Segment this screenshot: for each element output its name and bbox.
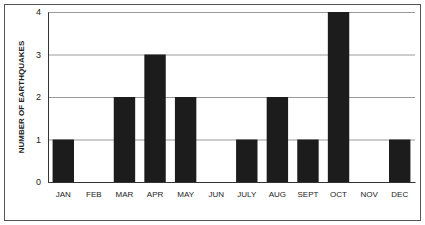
y-tick-label: 4 xyxy=(36,7,41,17)
bar xyxy=(175,97,196,182)
x-tick-label: APR xyxy=(147,190,164,199)
chart: 0 1 2 3 4 JAN FEB MAR APR MAY JUN JULY AUG SEPT OCT NOV… xyxy=(0,0,425,225)
x-tick: AUG xyxy=(269,182,286,199)
x-tick: JULY xyxy=(237,182,257,199)
x-tick: MAR xyxy=(116,182,134,199)
bars xyxy=(53,12,411,182)
x-tick: SEPT xyxy=(298,182,319,199)
x-tick-label: FEB xyxy=(86,190,102,199)
y-tick-label: 0 xyxy=(36,177,41,187)
bar xyxy=(236,140,257,183)
grid-line xyxy=(48,97,415,98)
bar xyxy=(328,12,349,182)
grid-line xyxy=(48,12,415,13)
frame xyxy=(5,5,421,221)
x-tick-label: MAR xyxy=(116,190,134,199)
x-tick-label: SEPT xyxy=(298,190,319,199)
grid-line xyxy=(48,140,415,141)
bar xyxy=(267,97,288,182)
bar xyxy=(53,140,74,183)
x-tick: DEC xyxy=(391,182,408,199)
x-tick: JUN xyxy=(208,182,224,199)
y-axis-line xyxy=(48,13,49,183)
y-tick-label: 3 xyxy=(36,50,41,60)
y-tick: 1 xyxy=(36,135,48,145)
y-tick: 2 xyxy=(36,92,48,102)
x-tick-label: DEC xyxy=(391,190,408,199)
x-tick-label: JUN xyxy=(208,190,224,199)
x-tick-label: JULY xyxy=(237,190,257,199)
y-tick-label: 2 xyxy=(36,92,41,102)
bar xyxy=(144,55,165,183)
x-tick: NOV xyxy=(360,182,378,199)
x-tick-label: NOV xyxy=(360,190,378,199)
bar xyxy=(206,182,227,183)
x-tick-label: JAN xyxy=(56,190,71,199)
bar xyxy=(114,97,135,182)
x-tick-label: OCT xyxy=(330,190,347,199)
x-tick: MAY xyxy=(177,182,194,199)
y-axis: 0 1 2 3 4 xyxy=(36,7,49,187)
y-axis-title: NUMBER OF EARTHQUAKES xyxy=(17,40,26,153)
x-axis: JAN FEB MAR APR MAY JUN JULY AUG SEPT OCT NOV DEC xyxy=(49,182,416,199)
plot: 0 1 2 3 4 JAN FEB MAR APR MAY JUN JULY AUG SEPT OCT NOV… xyxy=(36,7,416,198)
grid-line xyxy=(48,182,415,183)
y-tick: 0 xyxy=(36,177,48,187)
x-tick: JAN xyxy=(56,182,71,199)
y-tick-label: 1 xyxy=(36,135,41,145)
x-tick: FEB xyxy=(86,182,102,199)
grid-line xyxy=(48,55,415,56)
bar xyxy=(83,182,104,183)
x-tick: OCT xyxy=(330,182,347,199)
bar xyxy=(297,140,318,183)
bar xyxy=(358,182,379,183)
y-tick: 4 xyxy=(36,7,48,17)
x-axis-line xyxy=(49,182,416,183)
x-tick-label: MAY xyxy=(177,190,194,199)
x-tick-label: AUG xyxy=(269,190,286,199)
grid xyxy=(48,13,415,183)
x-tick: APR xyxy=(147,182,164,199)
y-tick: 3 xyxy=(36,50,48,60)
bar xyxy=(389,140,410,183)
